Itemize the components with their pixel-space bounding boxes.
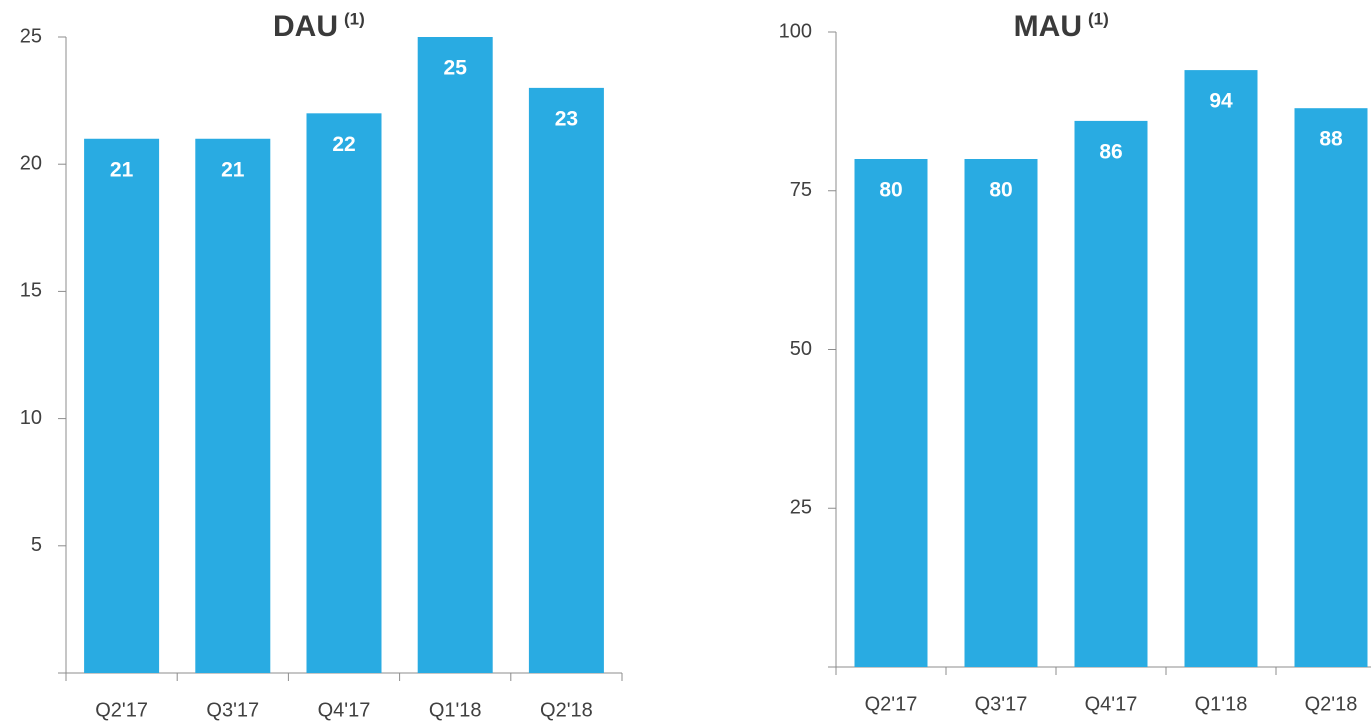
bar (195, 138, 271, 673)
bar (1074, 120, 1148, 667)
value-label: 25 (444, 57, 468, 80)
x-tick-label: Q2'18 (540, 699, 593, 721)
x-tick-label: Q1'18 (1195, 693, 1248, 715)
bar (84, 138, 160, 673)
value-label: 22 (332, 133, 355, 156)
y-tick-label: 25 (20, 25, 42, 47)
bar (1184, 70, 1258, 668)
y-tick-label: 25 (790, 497, 812, 519)
bar (528, 87, 604, 673)
bar (1294, 108, 1368, 667)
y-tick-label: 75 (790, 179, 812, 201)
bar (417, 37, 493, 673)
chart-title: MAU (1014, 10, 1082, 43)
x-tick-label: Q3'17 (206, 699, 259, 721)
value-label: 94 (1209, 90, 1233, 113)
x-tick-label: Q2'17 (95, 699, 148, 721)
y-tick-label: 15 (20, 280, 42, 302)
chart-title: DAU (273, 10, 338, 43)
value-label: 23 (555, 107, 578, 130)
title-superscript: (1) (344, 9, 365, 28)
bar (854, 159, 928, 667)
x-tick-label: Q3'17 (975, 693, 1028, 715)
x-tick-label: Q4'17 (1085, 693, 1138, 715)
y-tick-label: 5 (31, 534, 42, 556)
y-tick-label: 100 (779, 20, 812, 42)
x-tick-label: Q2'18 (1305, 693, 1358, 715)
x-tick-label: Q1'18 (429, 699, 482, 721)
value-label: 80 (879, 179, 902, 202)
value-label: 21 (110, 158, 134, 181)
value-label: 86 (1099, 140, 1122, 163)
y-tick-label: 10 (20, 407, 42, 429)
y-tick-label: 20 (20, 152, 42, 174)
x-tick-label: Q4'17 (318, 699, 371, 721)
title-superscript: (1) (1088, 9, 1109, 28)
bar (964, 159, 1038, 667)
value-label: 80 (989, 179, 1012, 202)
x-tick-label: Q2'17 (865, 693, 918, 715)
value-label: 88 (1319, 128, 1343, 151)
y-tick-label: 50 (790, 338, 812, 360)
value-label: 21 (221, 158, 245, 181)
bar (306, 113, 382, 673)
